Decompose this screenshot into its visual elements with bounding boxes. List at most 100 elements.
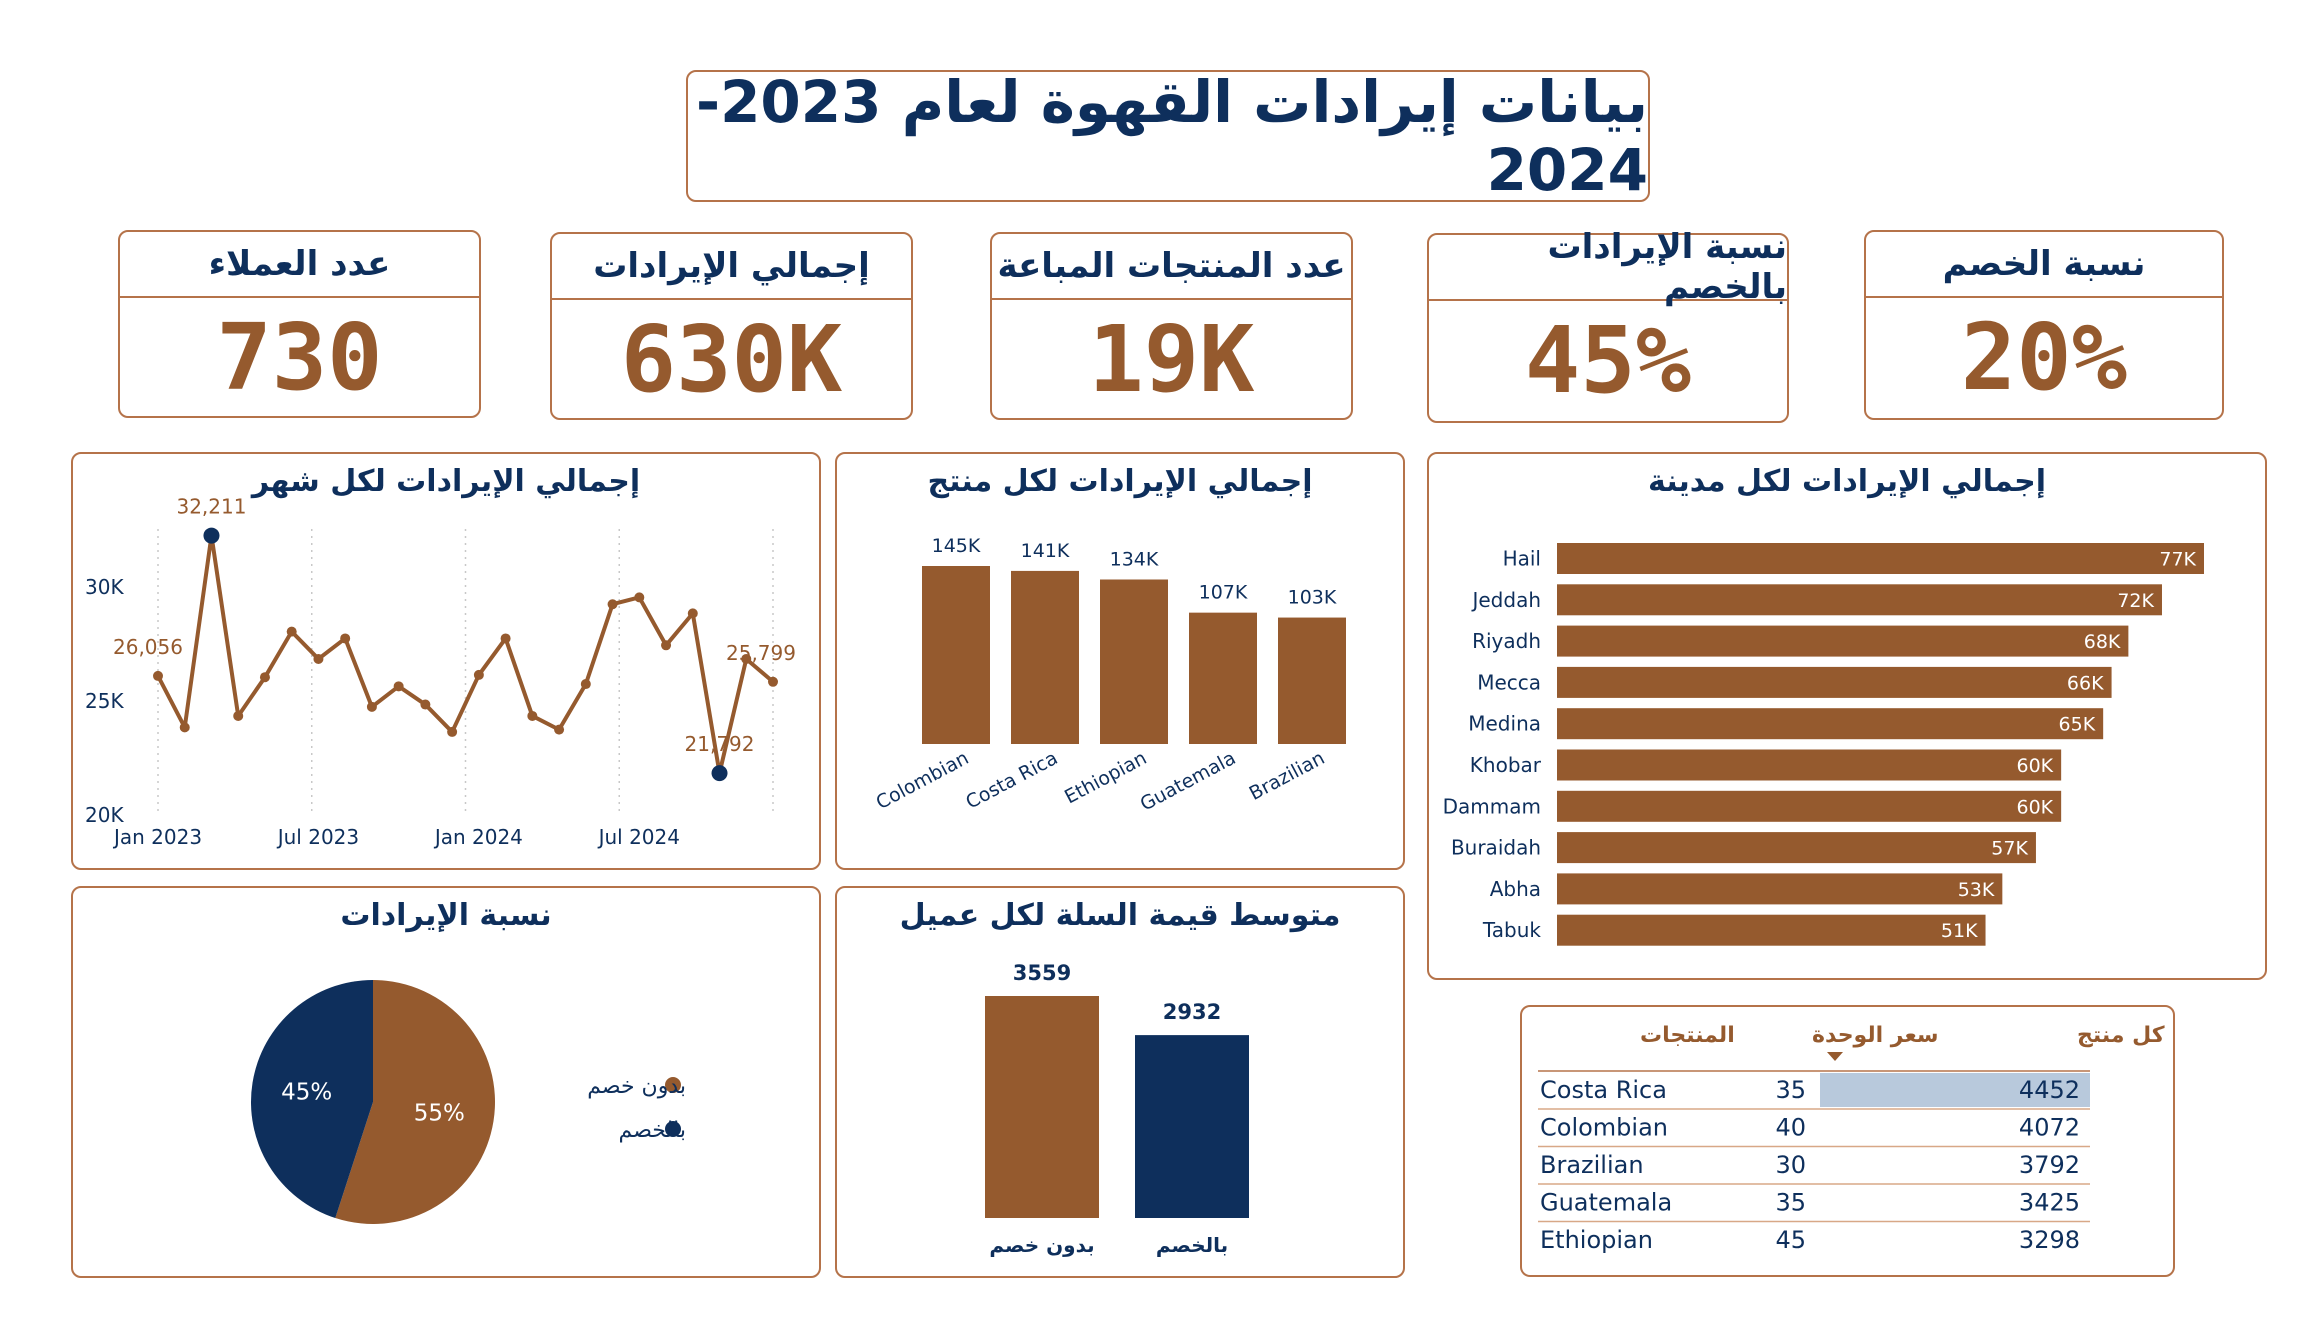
bar-value-label: 60K — [2017, 796, 2054, 818]
product-bar — [1011, 570, 1079, 744]
data-point — [233, 710, 244, 721]
city-label: Mecca — [1477, 670, 1541, 694]
products-table: المنتجات سعر الوحدة الكمية المباعة من كل م… — [1538, 1023, 2172, 1254]
legend-marker — [665, 1121, 681, 1137]
kpi-products-sold: عدد المنتجات المباعة 19K — [990, 232, 1353, 420]
city-bar — [1557, 708, 2104, 740]
x-tick-label: Jul 2023 — [276, 825, 359, 849]
category-label: بدون خصم — [989, 1233, 1094, 1257]
data-point — [473, 669, 484, 680]
city-label: Khobar — [1470, 753, 1542, 777]
data-point — [340, 633, 351, 644]
city-label: Tabuk — [1482, 918, 1542, 942]
slice-label: 45% — [281, 1080, 332, 1106]
table-cell-price: 35 — [1775, 1076, 1806, 1104]
category-label: Ethiopian — [1061, 747, 1150, 808]
data-label: 26,056 — [113, 635, 183, 659]
bar-value-label: 77K — [2159, 549, 2196, 571]
table-cell-price: 40 — [1775, 1114, 1806, 1142]
data-point — [420, 699, 431, 710]
basket-value-panel: متوسط قيمة السلة لكل عميل 3559 بدون خصم 29… — [835, 886, 1405, 1278]
city-revenue-chart: 77K Hail 72K Jeddah 68K Riyadh 66K Mecca 65K Medi… — [1443, 543, 2204, 946]
data-point — [768, 676, 778, 687]
bar-value-label: 51K — [1941, 920, 1978, 942]
product-bar — [1189, 612, 1257, 744]
city-revenue-panel: إجمالي الإيرادات لكل مدينة 77K Hail 72K Jed… — [1427, 452, 2267, 980]
x-tick-label: Jul 2024 — [597, 825, 680, 849]
city-label: Riyadh — [1472, 629, 1541, 653]
table-header: الكمية المباعة من كل منتج — [2077, 1023, 2172, 1048]
panel-title: إجمالي الإيرادات لكل شهر — [251, 464, 641, 499]
city-bar — [1557, 749, 2062, 781]
bar-value-label: 72K — [2117, 590, 2154, 612]
product-bar — [922, 566, 990, 744]
city-label: Abha — [1490, 877, 1541, 901]
kpi-value: 20% — [1960, 303, 2128, 411]
y-tick-label: 30K — [85, 575, 124, 599]
category-label: Colombian — [873, 747, 973, 814]
bar-value-label: 66K — [2067, 672, 2104, 694]
basket-value-chart: 3559 بدون خصم 2932 بالخصم — [985, 961, 1249, 1257]
data-point — [527, 710, 538, 721]
x-tick-label: Jan 2024 — [433, 825, 523, 849]
data-point — [580, 679, 591, 690]
bar-value-label: 141K — [1021, 540, 1070, 562]
data-point — [711, 765, 728, 782]
city-label: Hail — [1503, 547, 1541, 571]
table-cell-price: 30 — [1775, 1151, 1806, 1179]
basket-bar — [985, 996, 1099, 1218]
data-point — [259, 672, 270, 683]
table-cell-price: 45 — [1775, 1226, 1806, 1254]
data-point — [447, 726, 458, 737]
products-table-panel: المنتجات سعر الوحدة الكمية المباعة من كل م… — [1520, 1005, 2175, 1277]
category-label: Guatemala — [1137, 747, 1240, 816]
data-point — [741, 653, 752, 664]
kpi-discounted-revenue-share: نسبة الإيرادات بالخصم 45% — [1427, 227, 1789, 423]
city-label: Buraidah — [1451, 836, 1541, 860]
revenue-line — [156, 533, 775, 776]
basket-bar — [1135, 1035, 1249, 1218]
table-cell-quantity: 4072 — [2019, 1114, 2080, 1142]
city-label: Dammam — [1443, 794, 1541, 818]
data-point — [179, 722, 190, 733]
data-point — [313, 653, 324, 664]
bar-value-label: 53K — [1958, 879, 1995, 901]
pie-slice — [335, 980, 496, 1224]
bar-value-label: 57K — [1991, 838, 2028, 860]
table-cell-quantity: 3792 — [2019, 1151, 2080, 1179]
table-cell-quantity: 3298 — [2019, 1226, 2080, 1254]
slice-label: 55% — [414, 1100, 465, 1126]
kpi-label: نسبة الخصم — [1866, 232, 2222, 298]
legend-label: بالخصم — [619, 1118, 686, 1143]
bar-value-label: 60K — [2017, 755, 2054, 777]
kpi-label: نسبة الإيرادات بالخصم — [1429, 227, 1787, 307]
highlight-cell — [1820, 1073, 2090, 1107]
data-point — [687, 608, 698, 619]
table-header: سعر الوحدة — [1812, 1023, 1939, 1048]
panel-title: إجمالي الإيرادات لكل مدينة — [1648, 464, 2046, 499]
bar-value-label: 68K — [2084, 631, 2121, 653]
city-bar — [1557, 790, 2062, 822]
data-point — [607, 599, 618, 610]
data-label: 32,211 — [176, 495, 246, 519]
monthly-revenue-panel: إجمالي الإيرادات لكل شهر 20K 25K 30K Jan 20… — [71, 452, 821, 870]
bar-value-label: 107K — [1199, 582, 1248, 604]
product-revenue-panel: إجمالي الإيرادات لكل منتج 145K Colombian 1… — [835, 452, 1405, 870]
bar-value-label: 134K — [1110, 549, 1159, 571]
monthly-revenue-chart: 20K 25K 30K Jan 2023 Jul 2023 Jan 2024 Jul 202… — [85, 495, 796, 849]
city-bar — [1557, 832, 2036, 864]
table-cell-product: Costa Rica — [1540, 1076, 1667, 1104]
kpi-customers: عدد العملاء 730 — [118, 230, 481, 418]
kpi-value: 45% — [1524, 306, 1692, 414]
revenue-share-panel: نسبة الإيرادات 55% 45% بدون خصم بالخصم — [71, 886, 821, 1278]
data-point — [661, 640, 672, 651]
bar-value-label: 2932 — [1163, 1000, 1221, 1024]
dashboard-title: بيانات إيرادات القهوة لعام 2023-2024 — [686, 68, 1650, 204]
data-point — [393, 681, 404, 692]
data-label: 21,792 — [685, 732, 755, 756]
legend-marker — [665, 1077, 681, 1093]
revenue-share-chart: 55% 45% بدون خصم بالخصم — [251, 980, 686, 1224]
kpi-label: عدد المنتجات المباعة — [992, 234, 1351, 300]
sort-desc-icon — [1827, 1052, 1843, 1061]
product-bar — [1100, 579, 1168, 744]
